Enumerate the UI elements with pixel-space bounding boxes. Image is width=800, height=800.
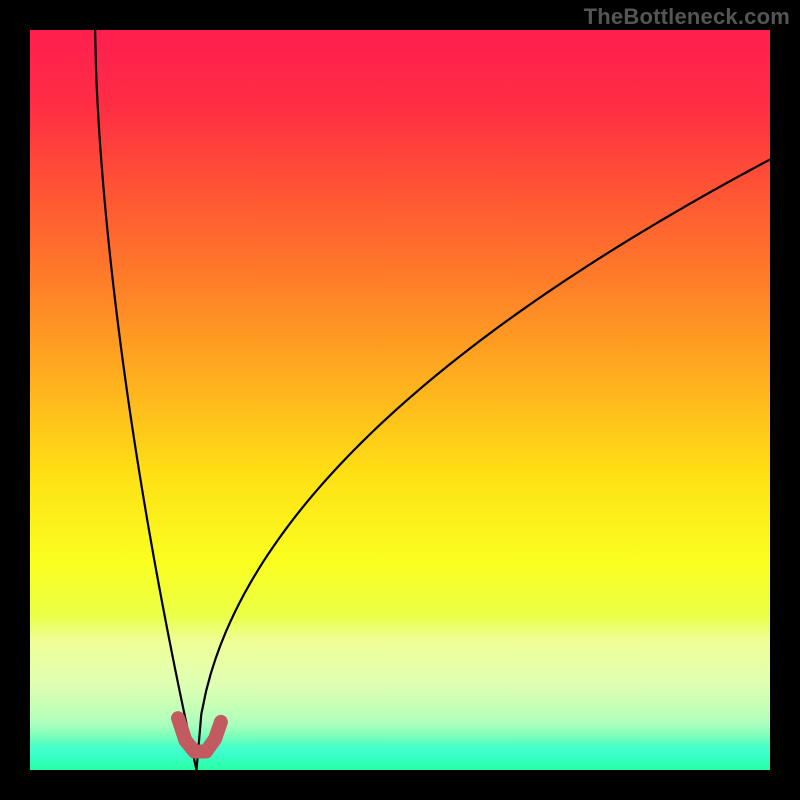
watermark-text: TheBottleneck.com bbox=[584, 4, 790, 30]
bottleneck-chart bbox=[0, 0, 800, 800]
pale-band bbox=[30, 615, 770, 745]
